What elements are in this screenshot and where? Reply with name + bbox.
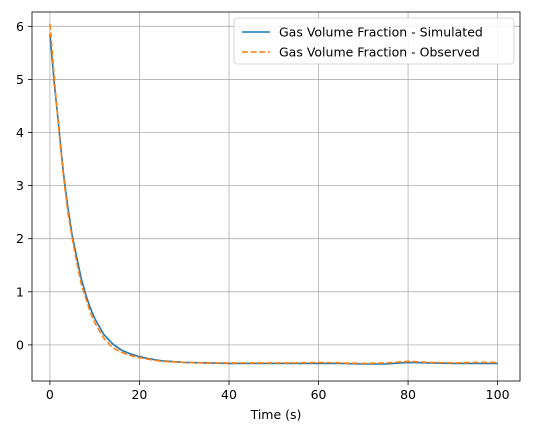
x-tick-label: 40	[221, 387, 237, 402]
y-tick-label: 5	[16, 72, 24, 87]
y-tick-label: 0	[16, 337, 24, 352]
legend: Gas Volume Fraction - Simulated Gas Volum…	[233, 17, 515, 65]
y-tick-label: 3	[16, 178, 24, 193]
legend-label: Gas Volume Fraction - Simulated	[279, 25, 483, 40]
x-tick-label: 100	[486, 387, 510, 402]
x-tick-label: 20	[131, 387, 147, 402]
grid	[32, 12, 520, 381]
legend-box	[233, 17, 515, 65]
y-tick-label: 6	[16, 19, 24, 34]
x-tick-label: 0	[46, 387, 54, 402]
x-tick-label: 60	[311, 387, 327, 402]
series-line-simulated	[49, 34, 498, 365]
x-tick-label: 80	[400, 387, 416, 402]
plot-area-frame	[31, 11, 521, 382]
legend-label: Gas Volume Fraction - Observed	[279, 45, 480, 60]
axis-ticks: 0 20 40 60 80 100 0 1 2 3 4 5 6	[16, 19, 510, 402]
x-axis-label: Time (s)	[250, 407, 302, 422]
series-lines	[49, 23, 498, 365]
series-line-observed	[49, 23, 498, 365]
y-tick-label: 1	[16, 284, 24, 299]
y-tick-label: 4	[16, 125, 24, 140]
y-tick-label: 2	[16, 231, 24, 246]
